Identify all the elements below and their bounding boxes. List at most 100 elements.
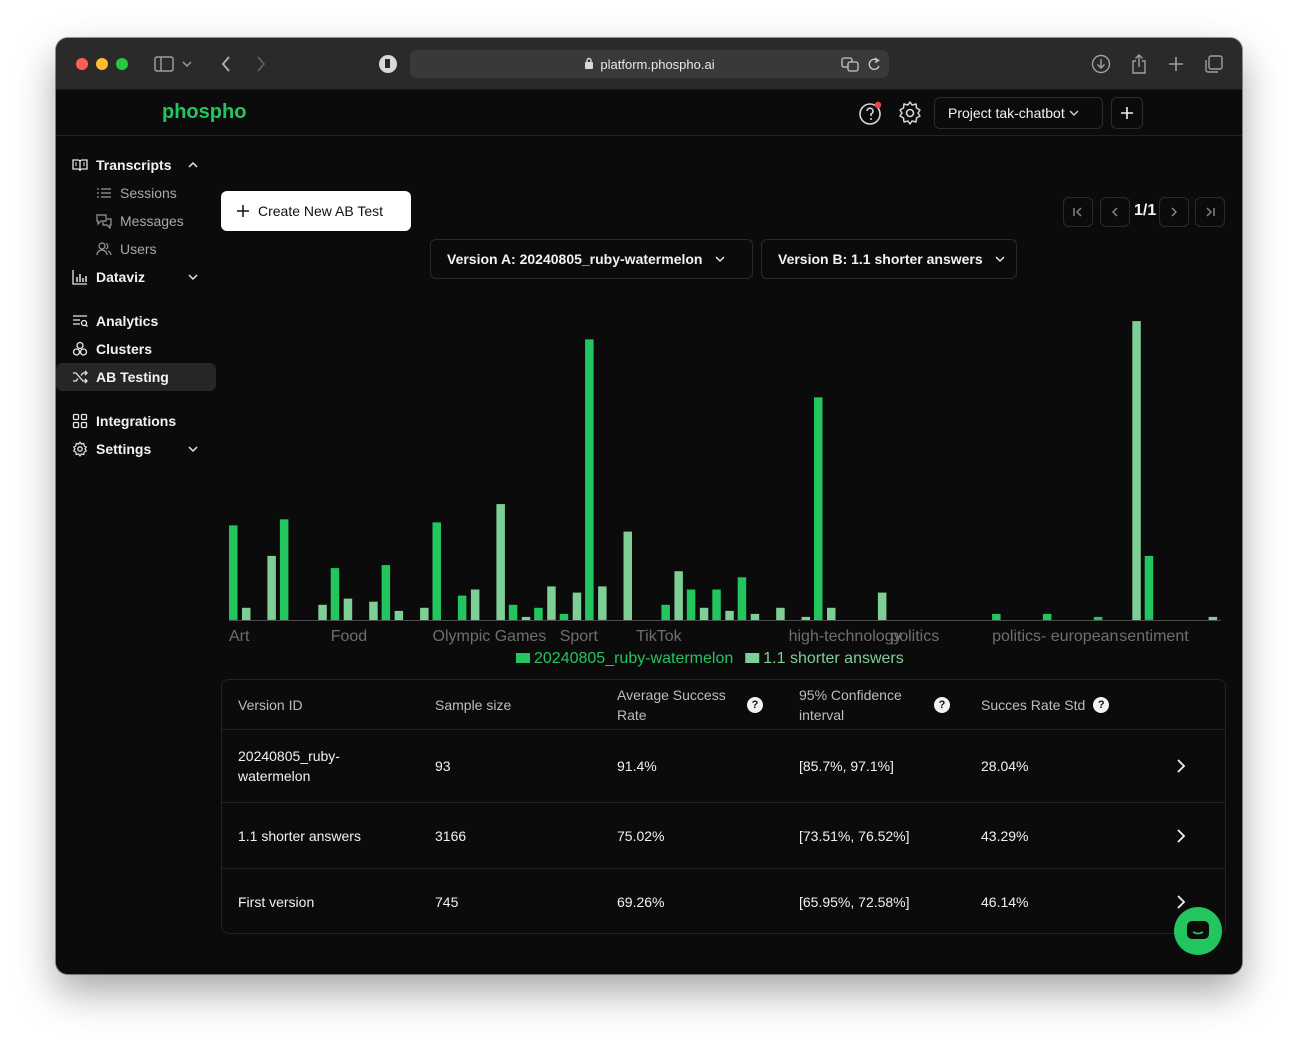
bar[interactable]: [1042, 613, 1052, 620]
chevron-right-icon[interactable]: [1173, 894, 1189, 910]
bar[interactable]: [267, 555, 276, 620]
sidebar-toggle-icon[interactable]: [152, 52, 176, 76]
project-selector[interactable]: Project tak-chatbot: [934, 97, 1103, 129]
bar[interactable]: [534, 607, 543, 620]
sidebar-item-integrations[interactable]: Integrations: [56, 407, 216, 435]
bar[interactable]: [521, 616, 531, 620]
bar[interactable]: [661, 604, 670, 621]
chat-support-button[interactable]: [1174, 907, 1222, 955]
bar[interactable]: [737, 577, 747, 620]
share-icon[interactable]: [1127, 52, 1151, 76]
cell-confidence-interval: [73.51%, 76.52%]: [799, 828, 910, 844]
help-icon[interactable]: ?: [747, 697, 763, 713]
bar[interactable]: [585, 339, 594, 620]
forward-icon[interactable]: [249, 52, 273, 76]
sidebar-item-label: Messages: [120, 213, 184, 229]
legend-label[interactable]: 1.1 shorter answers: [763, 650, 904, 667]
bar[interactable]: [623, 531, 633, 620]
bar[interactable]: [420, 607, 429, 620]
extension-icon[interactable]: [376, 52, 400, 76]
bar[interactable]: [992, 613, 1001, 620]
help-icon[interactable]: ?: [934, 697, 950, 713]
phospho-logo[interactable]: phospho: [162, 101, 247, 123]
bar[interactable]: [827, 607, 836, 620]
sidebar-item-settings[interactable]: Settings: [56, 435, 216, 463]
bar[interactable]: [1093, 616, 1103, 620]
legend-label[interactable]: 20240805_ruby-watermelon: [534, 650, 733, 667]
bar[interactable]: [699, 607, 709, 620]
bar[interactable]: [229, 525, 238, 620]
next-page-button[interactable]: [1159, 197, 1189, 227]
sidebar-item-label: AB Testing: [96, 369, 169, 385]
bar[interactable]: [496, 504, 505, 620]
sidebar-item-label: Sessions: [120, 185, 177, 201]
bar[interactable]: [572, 592, 582, 620]
chevron-right-icon[interactable]: [1173, 758, 1189, 774]
bar[interactable]: [1132, 321, 1141, 620]
bar[interactable]: [547, 586, 556, 620]
bar[interactable]: [776, 607, 785, 620]
prev-page-button[interactable]: [1100, 197, 1130, 227]
new-tab-icon[interactable]: [1164, 52, 1188, 76]
bar[interactable]: [598, 586, 607, 620]
bar[interactable]: [369, 601, 378, 620]
tab-overview-icon[interactable]: [1202, 52, 1226, 76]
bar[interactable]: [877, 592, 887, 620]
gear-icon[interactable]: [897, 100, 923, 126]
bar[interactable]: [508, 604, 518, 621]
chevron-right-icon[interactable]: [1173, 828, 1189, 844]
add-project-button[interactable]: [1111, 97, 1143, 129]
bar[interactable]: [725, 610, 734, 621]
bar[interactable]: [470, 589, 480, 621]
reload-icon[interactable]: [867, 56, 881, 75]
bar[interactable]: [242, 607, 251, 620]
bar[interactable]: [1144, 555, 1154, 620]
bar[interactable]: [750, 613, 760, 620]
bar[interactable]: [801, 616, 811, 620]
address-bar[interactable]: platform.phospho.ai: [410, 50, 889, 78]
bar[interactable]: [1208, 616, 1218, 620]
create-ab-test-button[interactable]: Create New AB Test: [221, 191, 411, 231]
zoom-window-button[interactable]: [116, 58, 128, 70]
bar[interactable]: [712, 589, 721, 621]
bar[interactable]: [432, 522, 442, 620]
version-a-select[interactable]: Version A: 20240805_ruby-watermelon: [430, 239, 753, 279]
bar[interactable]: [457, 595, 467, 620]
table-header: Version ID Sample size Average Success R…: [222, 680, 1225, 730]
sidebar-item-ab-testing[interactable]: AB Testing: [56, 363, 216, 391]
back-icon[interactable]: [214, 52, 238, 76]
sidebar-item-messages[interactable]: Messages: [56, 207, 216, 235]
version-b-select[interactable]: Version B: 1.1 shorter answers: [761, 239, 1017, 279]
sidebar-item-users[interactable]: Users: [56, 235, 216, 263]
bar[interactable]: [814, 397, 823, 620]
bar[interactable]: [343, 598, 353, 620]
sidebar-item-dataviz[interactable]: Dataviz: [56, 263, 216, 291]
translate-icon[interactable]: [841, 56, 859, 75]
last-page-button[interactable]: [1195, 197, 1225, 227]
ab-results-table: Version ID Sample size Average Success R…: [221, 679, 1226, 934]
bar[interactable]: [318, 604, 327, 621]
bar[interactable]: [279, 519, 289, 620]
bar[interactable]: [559, 613, 569, 620]
bar[interactable]: [394, 610, 404, 621]
table-row[interactable]: 20240805_ruby-watermelon 93 91.4% [85.7%…: [222, 730, 1225, 803]
x-tick-label: TikTok: [636, 628, 683, 645]
help-icon[interactable]: [858, 100, 884, 126]
table-row[interactable]: 1.1 shorter answers 3166 75.02% [73.51%,…: [222, 803, 1225, 869]
help-icon[interactable]: ?: [1093, 697, 1110, 713]
bar[interactable]: [686, 589, 696, 621]
chevron-down-icon[interactable]: [180, 52, 194, 76]
bar[interactable]: [381, 565, 391, 620]
sidebar-item-clusters[interactable]: Clusters: [56, 335, 216, 363]
minimize-window-button[interactable]: [96, 58, 108, 70]
bar[interactable]: [674, 571, 683, 620]
sidebar-item-analytics[interactable]: Analytics: [56, 307, 216, 335]
sidebar-item-label: Dataviz: [96, 269, 146, 285]
sidebar-item-sessions[interactable]: Sessions: [56, 179, 216, 207]
download-icon[interactable]: [1089, 52, 1113, 76]
sidebar-item-transcripts[interactable]: Transcripts: [56, 151, 216, 179]
close-window-button[interactable]: [76, 58, 88, 70]
first-page-button[interactable]: [1063, 197, 1093, 227]
table-row[interactable]: First version 745 69.26% [65.95%, 72.58%…: [222, 869, 1225, 933]
bar[interactable]: [330, 568, 340, 620]
